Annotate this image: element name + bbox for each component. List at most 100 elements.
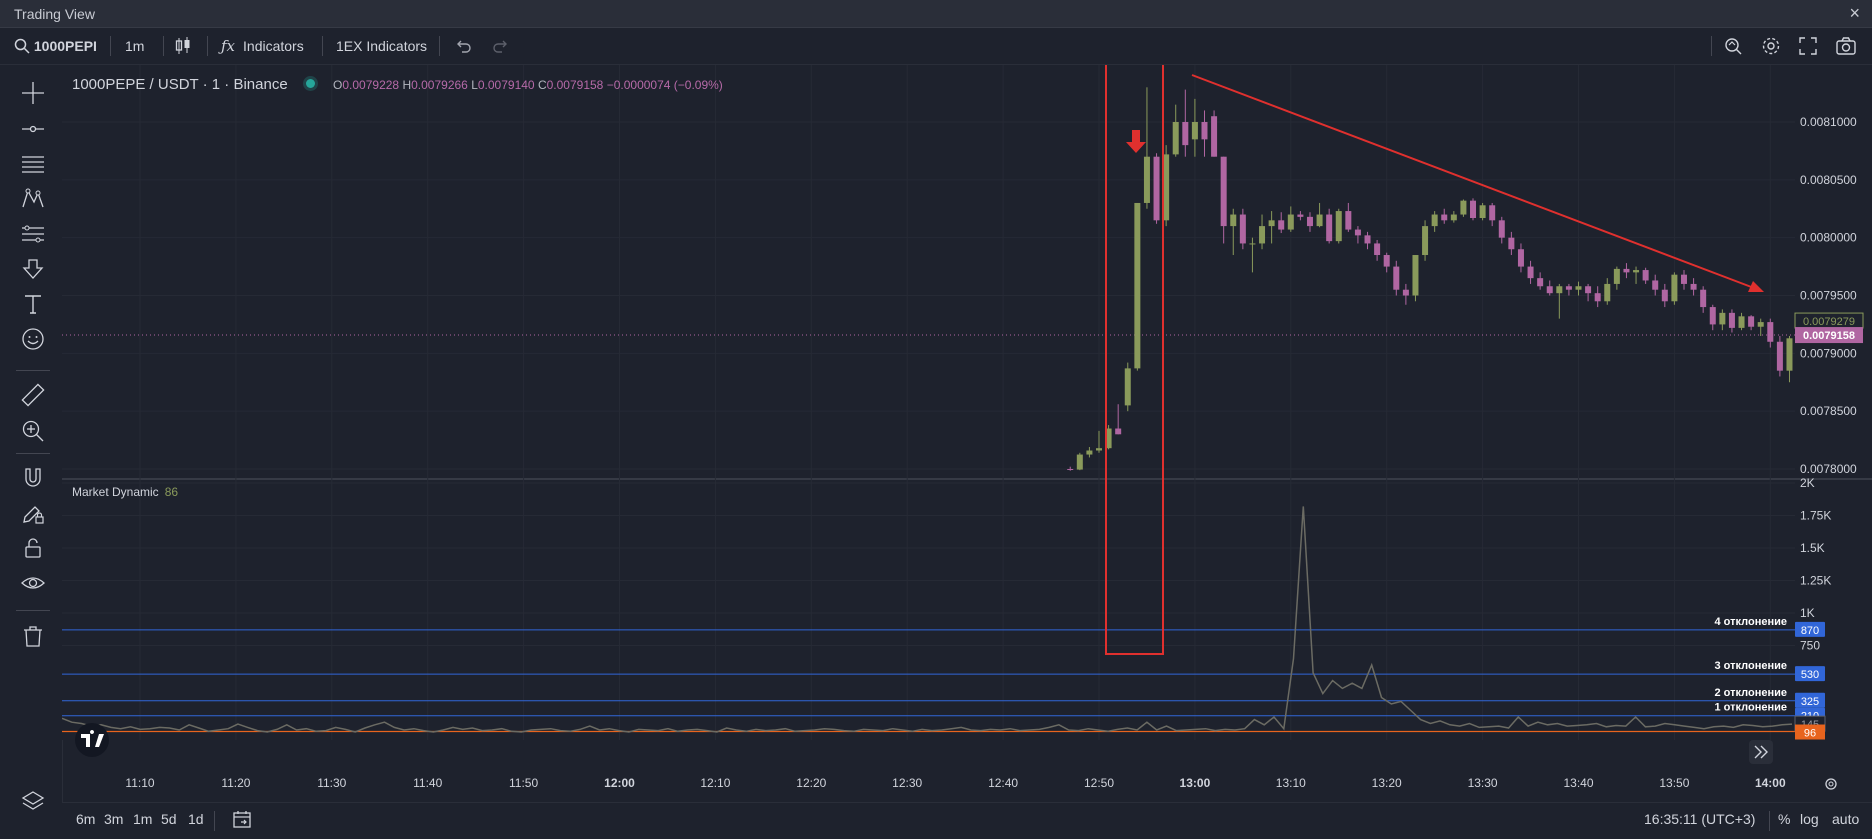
candle [1470, 198, 1477, 221]
time-axis-label: 12:00 [604, 776, 635, 790]
chart-type-button[interactable] [174, 28, 192, 64]
pattern-tool[interactable] [17, 183, 49, 215]
candle-body [1757, 322, 1764, 327]
candle [1364, 231, 1371, 250]
trash-icon [24, 626, 42, 647]
object-tree-button[interactable] [17, 785, 49, 817]
gear-icon [1762, 37, 1780, 55]
indicators-label: Indicators [243, 38, 304, 54]
candle-body [1124, 368, 1131, 406]
layers-icon [21, 791, 45, 810]
settings-button[interactable] [1761, 28, 1781, 64]
candle-body [1326, 214, 1333, 242]
trend-line-tool[interactable] [17, 113, 49, 145]
candle-body [1479, 205, 1486, 219]
indicator-legend[interactable]: Market Dynamic 86 [72, 485, 178, 499]
range-1m[interactable]: 1m [133, 811, 153, 827]
range-6m[interactable]: 6m [76, 811, 96, 827]
candle [1776, 335, 1783, 377]
candle-body [1556, 286, 1563, 294]
candle [1182, 89, 1189, 157]
drawing-toolbar [0, 65, 63, 838]
auto-toggle[interactable]: auto [1832, 811, 1860, 827]
clock-timezone[interactable]: 16:35:11 (UTC+3) [1644, 811, 1756, 827]
candle-body [1249, 243, 1256, 245]
interval-button[interactable]: 1m [125, 38, 145, 54]
symbol-input[interactable]: 1000PEPE [33, 38, 96, 54]
undo-icon [457, 40, 471, 53]
chart-canvas[interactable]: 11:10 11:20 11:30 11:40 11:50 12:00 12:10 12:20… [62, 65, 1872, 802]
annotation-arrow-down [1126, 130, 1146, 153]
text-icon [25, 295, 41, 314]
candle-body [1652, 280, 1659, 290]
candle-body [1517, 249, 1524, 267]
lock-drawings-tool[interactable] [17, 497, 49, 529]
deviation-level-label: 4 отклонение [1715, 616, 1788, 628]
price-axis-label: 0.0079500 [1800, 289, 1857, 303]
lock-icon [25, 538, 41, 558]
price-axis-label: 0.0080500 [1800, 173, 1857, 187]
lock-tool[interactable] [17, 532, 49, 564]
hide-tool[interactable] [17, 567, 49, 599]
indicator-axis-label: 1K [1800, 606, 1815, 620]
candle [1700, 286, 1707, 313]
scroll-right-icon [1754, 745, 1768, 759]
symbol-title[interactable]: 1000PEPE / USDT · 1 · Binance [72, 76, 288, 93]
candle-body [1211, 116, 1218, 157]
candle [1431, 211, 1438, 232]
statusbar-separator [1769, 811, 1770, 831]
log-toggle[interactable]: log [1800, 811, 1819, 827]
indicators-button[interactable]: ƒx Indicators [221, 28, 304, 64]
low-value: 0.0079140 [477, 78, 535, 92]
zoom-button[interactable] [1723, 28, 1743, 64]
candle [1172, 104, 1179, 157]
screenshot-button[interactable] [1836, 28, 1856, 64]
candle [1450, 211, 1457, 223]
candle-body [1172, 122, 1179, 155]
ruler-tool[interactable] [17, 379, 49, 411]
candle [1661, 283, 1668, 308]
status-bar: 6m 3m 1m 5d 1d 16:35:11 (UTC+3) % log au… [62, 802, 1872, 839]
text-tool[interactable] [17, 288, 49, 320]
candle-body [1345, 211, 1352, 230]
candle [1105, 425, 1112, 450]
redo-button[interactable] [492, 28, 510, 64]
range-3m[interactable]: 3m [104, 811, 124, 827]
eye-icon [21, 577, 45, 589]
fullscreen-button[interactable] [1799, 28, 1817, 64]
deviation-value-label: 870 [1801, 625, 1819, 637]
goto-date-button[interactable] [232, 809, 252, 832]
emoji-icon [22, 328, 44, 350]
ruler-icon [21, 383, 45, 407]
range-5d[interactable]: 5d [161, 811, 177, 827]
candle-body [1719, 312, 1726, 325]
candle-body [1546, 286, 1553, 294]
percent-toggle[interactable]: % [1778, 811, 1791, 827]
emoji-tool[interactable] [17, 323, 49, 355]
time-axis-label: 11:40 [413, 776, 442, 790]
candle [1652, 274, 1659, 296]
range-1d[interactable]: 1d [188, 811, 204, 827]
candle [1709, 304, 1716, 331]
candle [1124, 362, 1131, 412]
candle [1316, 202, 1323, 228]
time-axis-label: 13:20 [1372, 776, 1402, 790]
candle-body [1508, 237, 1515, 250]
symbol-search[interactable]: 1000PEPE [14, 28, 96, 64]
magnet-tool[interactable] [17, 462, 49, 494]
close-icon[interactable]: × [1849, 3, 1860, 23]
zoom-in-tool[interactable] [17, 415, 49, 447]
last-high-label: 0.0079279 [1803, 316, 1855, 328]
crosshair-tool[interactable] [17, 77, 49, 109]
remove-drawings-tool[interactable] [17, 620, 49, 652]
undo-button[interactable] [454, 28, 472, 64]
symbol-legend: 1000PEPE / USDT · 1 · Binance O0.0079228… [72, 76, 723, 93]
ex-indicators-button[interactable]: 1EX Indicators [336, 38, 428, 54]
arrow-tool[interactable] [17, 253, 49, 285]
prediction-tool[interactable] [17, 218, 49, 250]
candle [1537, 272, 1544, 290]
fib-tool[interactable] [17, 148, 49, 180]
search-icon [14, 38, 30, 54]
candle [1728, 309, 1735, 333]
redo-icon [493, 40, 507, 53]
